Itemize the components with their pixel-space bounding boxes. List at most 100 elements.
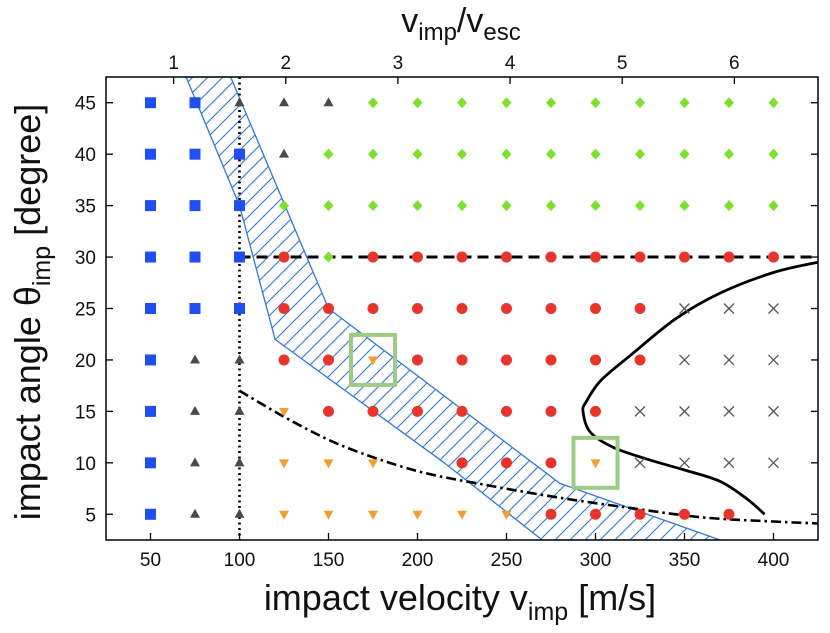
point-cross (768, 354, 779, 366)
point-diamond (368, 148, 378, 160)
point-circle (412, 303, 423, 314)
point-diamond (679, 97, 690, 109)
tick-labels-layer: 50 100 150 200 250 300 350 40051015202530354045… (75, 53, 789, 571)
point-triangle-down (501, 510, 512, 520)
point-triangle-down (368, 459, 378, 469)
point-cross (634, 405, 646, 417)
top-axis-title: vimp/vesc (401, 2, 520, 46)
point-triangle-up (234, 508, 245, 518)
point-circle (723, 251, 735, 263)
boundary-curves-layer (238, 260, 818, 525)
point-diamond (724, 200, 734, 212)
point-circle (679, 251, 690, 263)
point-circle (545, 457, 557, 469)
x-tick-label: 50 (140, 550, 161, 571)
point-circle (634, 251, 646, 263)
point-triangle-up (190, 405, 200, 415)
point-circle (679, 508, 690, 520)
point-cross (679, 457, 690, 469)
point-diamond (635, 200, 645, 212)
point-triangle-down (323, 459, 334, 469)
point-circle (634, 354, 646, 366)
point-circle (545, 251, 557, 263)
point-triangle-down (279, 407, 289, 417)
point-triangle-up (234, 405, 245, 415)
point-triangle-down (457, 510, 467, 520)
point-diamond (679, 148, 690, 160)
point-diamond (768, 148, 779, 160)
point-cross (723, 457, 735, 469)
highlight-boxes-layer (349, 332, 620, 490)
point-diamond (724, 148, 734, 160)
point-circle (323, 303, 334, 314)
y-tick-label: 45 (75, 94, 96, 115)
point-diamond (590, 148, 601, 160)
point-circle (456, 354, 468, 366)
point-triangle-up (234, 97, 245, 107)
point-triangle-up (323, 97, 334, 107)
point-diamond (635, 97, 645, 109)
point-diamond (412, 200, 423, 212)
point-circle (501, 303, 512, 314)
point-diamond (457, 200, 467, 212)
point-cross (679, 303, 690, 314)
point-triangle-up (234, 457, 245, 467)
point-square (234, 303, 245, 314)
x-tick-label: 400 (758, 550, 790, 571)
point-triangle-down (590, 459, 601, 469)
point-diamond (412, 97, 423, 109)
point-cross (768, 457, 779, 469)
x-axis-title: impact velocity vimp [m/s] (264, 577, 656, 626)
hatched-band-layer (185, 77, 721, 540)
point-cross (679, 405, 690, 417)
y-tick-label: 15 (75, 402, 96, 423)
point-circle (323, 405, 334, 417)
point-square (145, 97, 156, 109)
highlight-box (571, 435, 620, 490)
point-square (145, 508, 156, 520)
point-circle (412, 354, 423, 366)
point-cross (768, 303, 779, 314)
point-triangle-down (279, 459, 289, 469)
point-circle (456, 251, 468, 263)
point-circle (545, 354, 557, 366)
y-tick-label: 30 (75, 248, 96, 269)
point-square (189, 148, 201, 160)
point-cross (723, 354, 735, 366)
top-tick-label: 3 (393, 53, 404, 74)
top-tick-label: 4 (505, 53, 516, 74)
point-square (234, 251, 245, 263)
point-square (189, 303, 201, 314)
point-diamond (457, 97, 467, 109)
point-diamond (323, 148, 334, 160)
point-triangle-down (368, 510, 378, 520)
y-tick-label: 35 (75, 197, 96, 218)
point-diamond (368, 97, 378, 109)
hatched-band (185, 77, 721, 540)
point-diamond (679, 200, 690, 212)
point-triangle-up (279, 97, 289, 107)
y-axis-title: impact angle θimp[degree] (7, 104, 56, 521)
top-tick-label: 1 (168, 53, 179, 74)
x-tick-label: 350 (669, 550, 701, 571)
point-diamond (323, 251, 334, 263)
point-diamond (501, 97, 512, 109)
point-circle (278, 354, 290, 366)
point-circle (412, 405, 423, 417)
point-diamond (412, 148, 423, 160)
point-circle (545, 405, 557, 417)
point-diamond (590, 200, 601, 212)
x-tick-label: 300 (580, 550, 612, 571)
x-tick-label: 200 (402, 550, 434, 571)
point-diamond (546, 97, 556, 109)
point-circle (501, 354, 512, 366)
point-circle (501, 251, 512, 263)
point-circle (278, 251, 290, 263)
point-triangle-down (323, 510, 334, 520)
point-diamond (368, 200, 378, 212)
y-tick-label: 5 (85, 505, 96, 526)
point-diamond (635, 148, 645, 160)
point-circle (590, 508, 601, 520)
axes-frame-layer (105, 76, 819, 541)
point-circle (768, 251, 779, 263)
